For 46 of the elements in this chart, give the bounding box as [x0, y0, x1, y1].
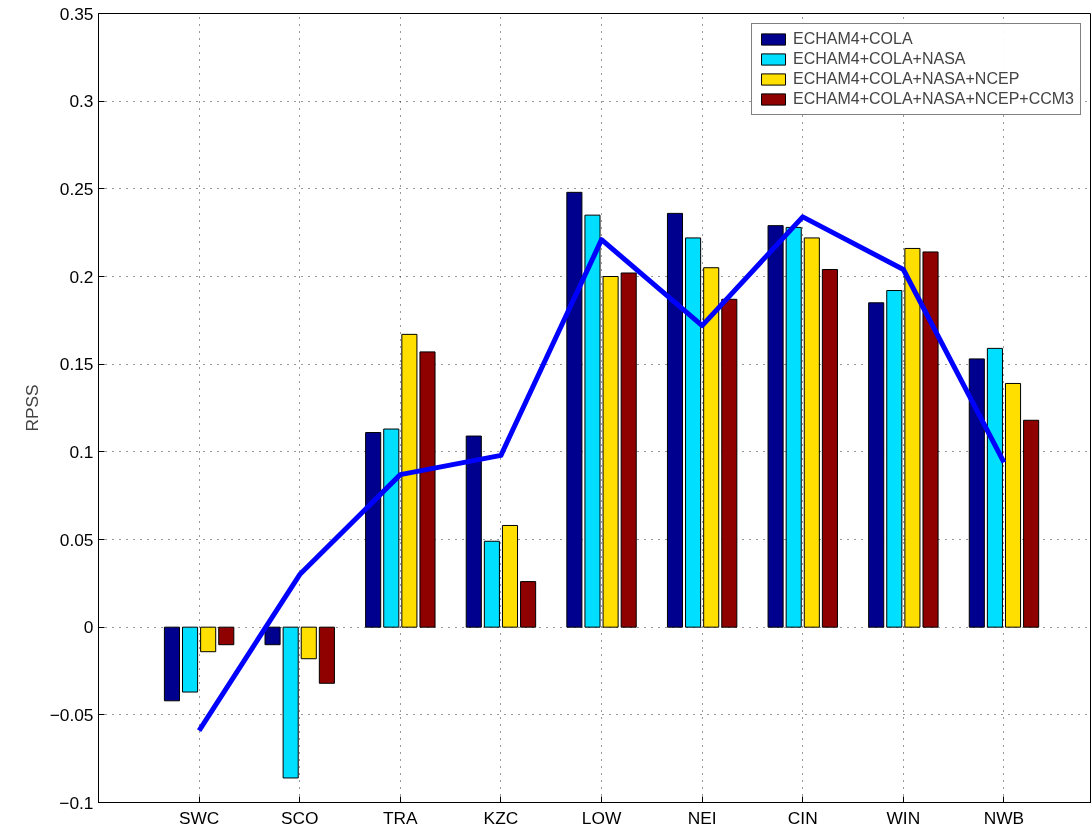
legend-label: ECHAM4+COLA+NASA+NCEP — [793, 70, 1020, 88]
x-tick-label: TRA — [383, 807, 419, 828]
legend-label: ECHAM4+COLA+NASA+NCEP+CCM3 — [793, 90, 1074, 108]
bar — [300, 626, 317, 660]
x-tick-label: NWB — [983, 807, 1025, 828]
y-tick-label: 0.2 — [69, 266, 94, 287]
x-tick-label: NEI — [687, 807, 717, 828]
legend-label: ECHAM4+COLA+NASA — [793, 50, 966, 68]
bar — [520, 581, 537, 628]
legend-label: ECHAM4+COLA — [793, 30, 913, 48]
bar — [868, 302, 885, 628]
x-tick-label: LOW — [581, 807, 622, 828]
bar — [163, 626, 180, 702]
y-tick-label: −0.1 — [59, 792, 94, 813]
y-tick-label: 0.25 — [59, 178, 94, 199]
x-tick-label: SWC — [178, 807, 220, 828]
bar — [483, 540, 500, 628]
bar — [821, 268, 838, 628]
bar — [785, 226, 802, 628]
y-tick-label: 0 — [83, 617, 94, 638]
x-tick-label: WIN — [886, 807, 921, 828]
bar — [803, 237, 820, 628]
bar — [721, 298, 738, 628]
bar — [767, 225, 784, 628]
bar — [465, 435, 482, 628]
y-tick-label: 0.15 — [59, 354, 94, 375]
x-tick-label: KZC — [483, 807, 519, 828]
y-tick-label: −0.05 — [49, 704, 94, 725]
bar — [968, 358, 985, 628]
bar — [666, 212, 684, 628]
bar — [501, 524, 519, 628]
bar — [383, 428, 400, 628]
bar — [218, 626, 235, 646]
bar — [365, 432, 382, 628]
y-tick-label: 0.1 — [69, 441, 94, 462]
y-tick-label: 0.3 — [69, 91, 94, 112]
y-tick-label: 0.05 — [59, 529, 94, 550]
bar — [620, 272, 637, 628]
bar — [1023, 419, 1040, 628]
bar — [318, 626, 335, 684]
bar — [685, 237, 702, 628]
bar — [703, 267, 720, 628]
x-tick-label: CIN — [787, 807, 818, 828]
y-axis-title: RPSS — [21, 384, 42, 432]
y-tick-label: 0.35 — [59, 3, 94, 24]
x-tick-label: SCO — [280, 807, 319, 828]
